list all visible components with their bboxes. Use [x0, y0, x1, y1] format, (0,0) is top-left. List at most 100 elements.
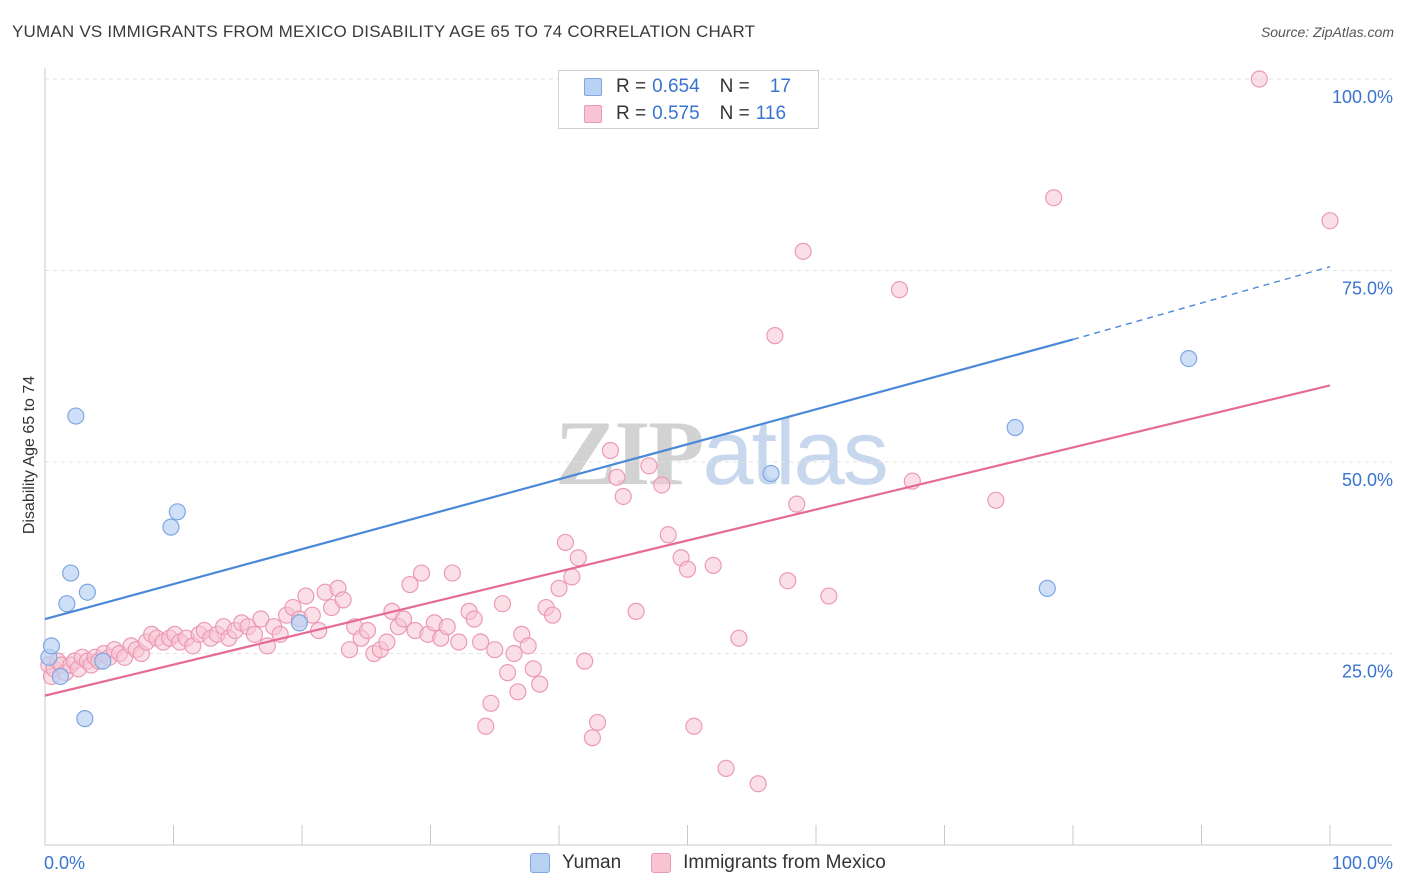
- watermark-zip: ZIP: [555, 402, 704, 504]
- data-point-yuman: [1180, 349, 1198, 368]
- data-point-mexico: [358, 621, 377, 640]
- data-point-mexico: [678, 560, 697, 578]
- data-point-mexico: [608, 468, 626, 486]
- data-point-mexico: [788, 495, 806, 513]
- mexico-swatch: [584, 105, 602, 123]
- data-point-mexico: [640, 457, 658, 475]
- data-point-mexico: [556, 533, 575, 552]
- source-credit: Source: ZipAtlas.com: [1260, 24, 1394, 40]
- data-point-mexico: [820, 587, 838, 605]
- stats-row-mexico: R = 0.575 N = 116: [584, 103, 786, 125]
- n-label: N =: [719, 76, 750, 97]
- data-point-mexico: [601, 441, 620, 460]
- data-point-mexico: [730, 629, 748, 647]
- data-point-mexico: [550, 579, 568, 597]
- r-label: R =: [616, 76, 647, 97]
- data-point-mexico: [588, 713, 607, 732]
- data-point-mexico: [499, 664, 517, 682]
- watermark-atlas: atlas: [702, 402, 888, 504]
- data-point-yuman: [51, 667, 70, 686]
- data-point-mexico: [524, 660, 542, 678]
- data-point-yuman: [67, 407, 85, 425]
- data-point-mexico: [987, 491, 1005, 509]
- data-point-yuman: [76, 710, 94, 728]
- x-tick-label: 100.0%: [1332, 853, 1393, 873]
- data-point-mexico: [685, 717, 703, 735]
- data-point-mexico: [563, 568, 581, 586]
- n-value: 17: [769, 76, 791, 97]
- mexico-legend-label: Immigrants from Mexico: [683, 852, 886, 873]
- data-point-mexico: [1045, 189, 1063, 207]
- data-point-mexico: [505, 644, 523, 663]
- data-point-yuman: [58, 595, 76, 613]
- data-point-mexico: [531, 675, 549, 693]
- data-point-yuman: [78, 583, 97, 601]
- data-point-mexico: [576, 652, 594, 670]
- data-point-mexico: [486, 641, 504, 659]
- data-point-mexico: [482, 694, 500, 712]
- data-point-mexico: [443, 564, 461, 582]
- data-point-mexico: [614, 487, 632, 506]
- chart-title: YUMAN VS IMMIGRANTS FROM MEXICO DISABILI…: [12, 22, 756, 41]
- stats-legend: R = 0.654 N = 17 R = 0.575 N = 116: [558, 70, 819, 129]
- tick-labels: 25.0% 50.0% 75.0% 100.0% 0.0% 100.0%: [44, 87, 1393, 873]
- r-value: 0.575: [652, 103, 700, 124]
- data-point-mexico: [401, 575, 419, 594]
- data-point-mexico: [569, 549, 587, 567]
- n-label: N =: [719, 103, 750, 124]
- data-point-mexico: [297, 587, 315, 605]
- data-point-mexico: [704, 556, 722, 575]
- x-tick-label: 0.0%: [44, 853, 85, 873]
- data-point-mexico: [1321, 212, 1339, 230]
- data-point-mexico: [252, 610, 270, 628]
- data-point-mexico: [659, 526, 677, 544]
- r-label: R =: [616, 103, 647, 124]
- data-point-mexico: [794, 242, 812, 260]
- yuman-legend-label: Yuman: [562, 852, 622, 873]
- data-point-yuman: [162, 518, 180, 536]
- data-point-mexico: [378, 633, 396, 651]
- data-point-mexico: [412, 564, 431, 582]
- data-point-mexico: [493, 595, 512, 613]
- data-point-mexico: [450, 633, 468, 651]
- data-point-mexico: [519, 637, 537, 655]
- data-point-mexico: [465, 610, 483, 628]
- data-point-mexico: [438, 618, 456, 636]
- data-point-yuman: [168, 503, 186, 521]
- data-point-mexico: [509, 683, 527, 701]
- y-tick-label: 50.0%: [1342, 470, 1393, 490]
- series-legend: Yuman Immigrants from Mexico: [530, 852, 916, 874]
- trend-line-yuman-extension: [1072, 265, 1331, 341]
- data-point-mexico: [766, 327, 784, 345]
- data-point-yuman: [42, 637, 61, 655]
- stats-row-yuman: R = 0.654 N = 17: [584, 76, 791, 98]
- trend-line-yuman: [44, 338, 1074, 621]
- data-point-mexico: [543, 606, 562, 624]
- data-point-mexico: [472, 633, 490, 651]
- data-point-mexico: [653, 476, 671, 494]
- data-point-mexico: [394, 610, 413, 628]
- n-value: 116: [755, 103, 787, 124]
- mexico-legend-swatch: [651, 853, 672, 873]
- trend-lines: [44, 265, 1331, 697]
- data-point-yuman: [1038, 579, 1056, 597]
- data-point-mexico: [334, 591, 352, 609]
- r-value: 0.654: [652, 76, 700, 97]
- data-point-yuman: [762, 464, 780, 483]
- data-point-mexico: [477, 717, 495, 735]
- data-point-mexico: [779, 572, 797, 590]
- y-tick-label: 25.0%: [1342, 662, 1393, 682]
- data-point-mexico: [627, 602, 645, 620]
- legend-item-yuman: Yuman: [530, 852, 621, 874]
- data-point-mexico: [340, 641, 359, 659]
- y-tick-label: 100.0%: [1332, 87, 1393, 107]
- series-yuman: [40, 70, 1198, 728]
- yuman-legend-swatch: [530, 853, 550, 873]
- data-point-mexico: [245, 625, 264, 643]
- series-immigrants-from-mexico: [40, 70, 1339, 793]
- data-point-mexico: [583, 729, 602, 747]
- data-point-mexico: [890, 281, 909, 299]
- y-tick-label: 75.0%: [1342, 279, 1393, 299]
- data-point-mexico: [749, 775, 767, 793]
